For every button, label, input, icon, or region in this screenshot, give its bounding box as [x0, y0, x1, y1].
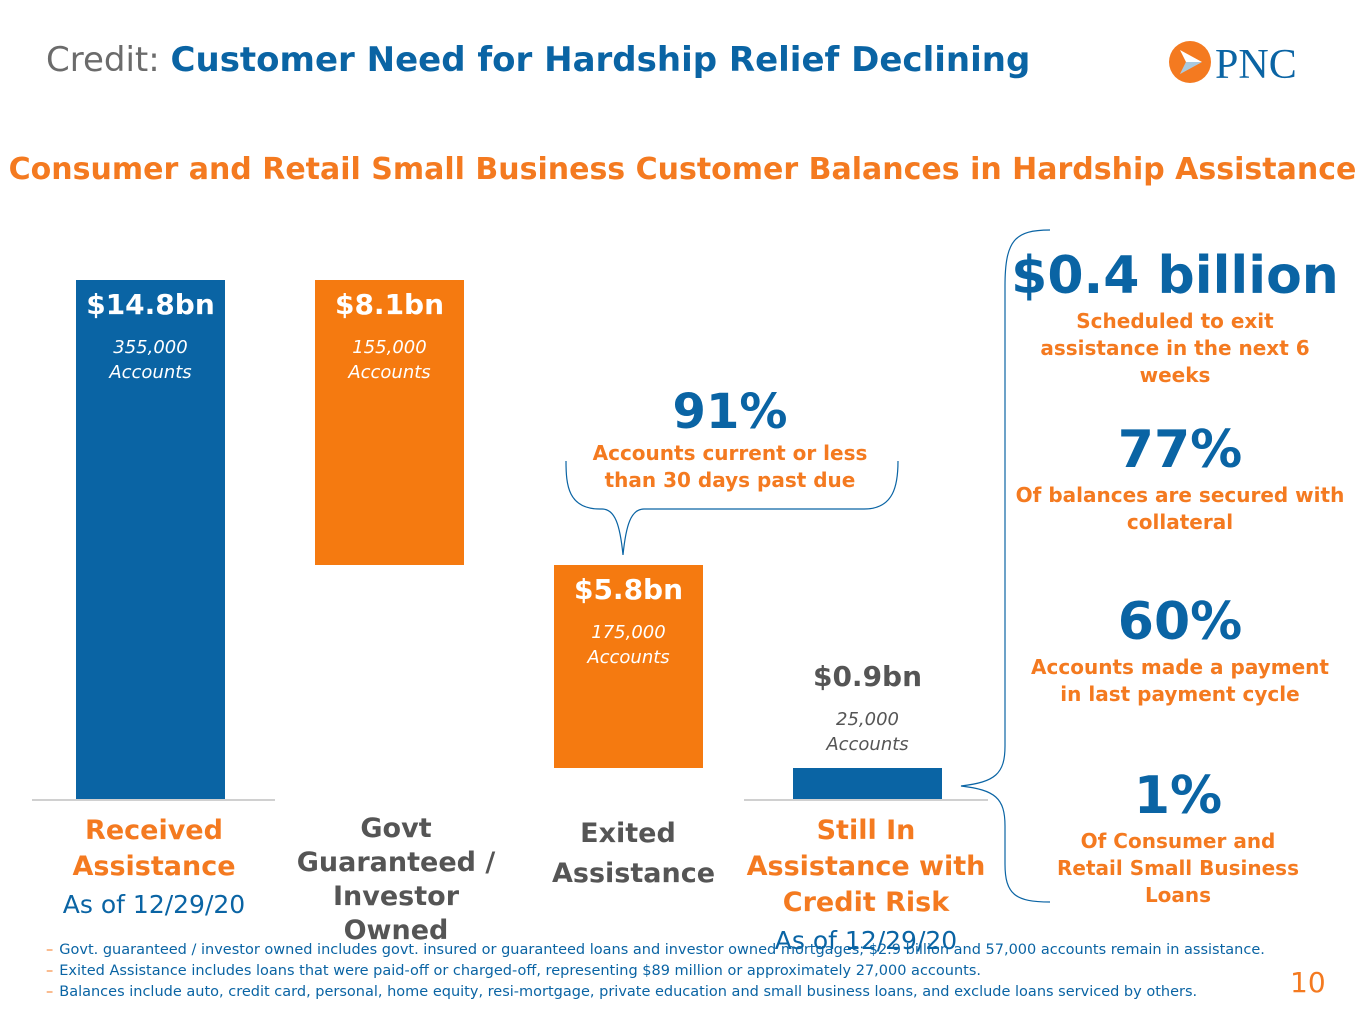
chart-title: Consumer and Retail Small Business Custo…: [8, 152, 1357, 187]
category-still: Still In Assistance with Credit Risk As …: [736, 813, 996, 961]
bar-accounts-count: 175,000: [591, 621, 666, 643]
footnote: – Exited Assistance includes loans that w…: [46, 963, 981, 979]
stat-secured: 77% Of balances are secured with collate…: [1010, 420, 1350, 536]
bar-value-label: $0.9bn: [812, 660, 923, 694]
bar-still-in-assistance: [793, 768, 942, 800]
callout-brace: [565, 460, 899, 556]
stat-value: 60%: [1117, 592, 1243, 652]
category-date: As of 12/29/20: [774, 926, 958, 955]
bar-value-label: $14.8bn: [86, 288, 215, 321]
callout-text: Accounts current or less than 30 days pa…: [592, 441, 868, 492]
stat-text: Of balances are secured with collateral: [1015, 483, 1345, 534]
page-title: Credit: Customer Need for Hardship Relie…: [46, 40, 1030, 80]
bar-govt-guaranteed: [315, 280, 464, 565]
category-label: Received Assistance: [72, 815, 236, 882]
category-date: As of 12/29/20: [62, 890, 246, 919]
stat-exit-scheduled: $0.4 billion Scheduled to exit assistanc…: [1005, 246, 1345, 389]
page-number: 10: [1290, 966, 1326, 999]
bar-label-exited: $5.8bn 175,000 Accounts: [534, 573, 723, 670]
title-prefix: Credit:: [46, 40, 160, 80]
stat-value: $0.4 billion: [1011, 246, 1339, 306]
title-main: Customer Need for Hardship Relief Declin…: [170, 40, 1031, 80]
category-label: Still In Assistance with Credit Risk: [746, 815, 986, 918]
baseline-left: [32, 799, 275, 801]
category-received: Received Assistance As of 12/29/20: [40, 813, 268, 925]
bar-label-still: $0.9bn 25,000 Accounts: [773, 660, 962, 757]
bar-value-label: $5.8bn: [573, 572, 684, 606]
bar-accounts-count: 355,000: [113, 337, 188, 358]
bar-label-govt: $8.1bn 155,000 Accounts: [295, 288, 484, 385]
bar-exited-assistance: [554, 564, 703, 769]
category-exited: Exited Assistance: [552, 814, 715, 894]
category-label: Govt Guaranteed / Investor Owned: [296, 813, 496, 946]
stat-text: Accounts made a payment in last payment …: [1031, 655, 1329, 706]
bar-accounts-word: Accounts: [109, 362, 192, 383]
category-label: Exited Assistance: [552, 818, 716, 889]
footnote: – Govt. guaranteed / investor owned inclu…: [46, 942, 1265, 958]
stat-text: Of Consumer and Retail Small Business Lo…: [1057, 829, 1299, 907]
category-govt: Govt Guaranteed / Investor Owned: [284, 812, 508, 948]
bar-accounts-count: 155,000: [352, 337, 427, 358]
stat-loans-share: 1% Of Consumer and Retail Small Business…: [1010, 766, 1346, 909]
stat-value: 77%: [1117, 420, 1243, 480]
bar-accounts-count: 25,000: [836, 709, 899, 731]
bar-accounts-word: Accounts: [587, 646, 670, 668]
baseline-right: [744, 799, 988, 801]
bar-accounts-word: Accounts: [826, 734, 909, 756]
callout-value: 91%: [672, 384, 788, 440]
callout-91: 91% Accounts current or less than 30 day…: [570, 384, 890, 494]
bar-received-assistance: [76, 280, 225, 800]
stat-text: Scheduled to exit assistance in the next…: [1040, 309, 1310, 387]
pnc-logo: PNC: [1169, 41, 1297, 88]
stat-payment: 60% Accounts made a payment in last paym…: [1010, 592, 1350, 708]
footnote: – Balances include auto, credit card, per…: [46, 984, 1198, 1000]
pnc-logo-text: PNC: [1215, 42, 1297, 88]
bar-value-label: $8.1bn: [334, 288, 445, 321]
stats-bracket: [960, 229, 1051, 903]
bar-label-received: $14.8bn 355,000 Accounts: [56, 288, 245, 385]
footnotes: – Govt. guaranteed / investor owned inclu…: [46, 940, 1276, 1003]
bar-accounts-word: Accounts: [348, 362, 431, 383]
stat-value: 1%: [1133, 766, 1223, 826]
